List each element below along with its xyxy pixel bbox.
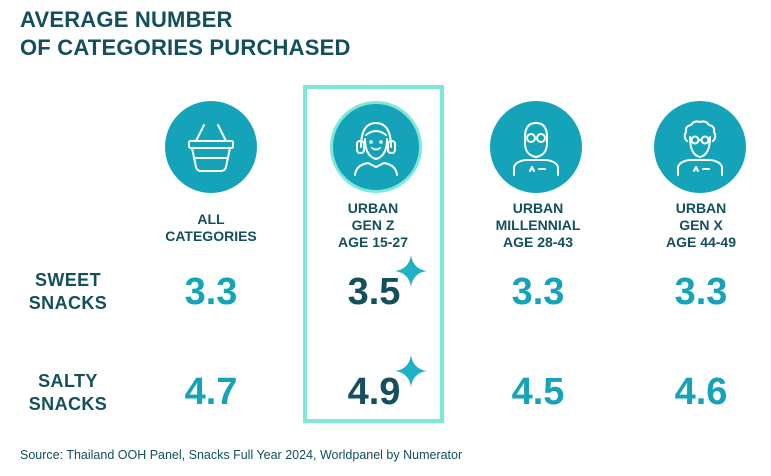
row-label-sweet-snacks: SWEET SNACKS (28, 270, 108, 313)
title-line-1: AVERAGE NUMBER (20, 7, 233, 32)
value-salty-gen-x: 4.6 (674, 371, 728, 413)
value-sweet-gen-x: 3.3 (674, 271, 728, 313)
value-sweet-millennial: 3.3 (511, 271, 565, 313)
column-label-gen-x: URBAN GEN X AGE 44-49 (665, 200, 737, 250)
title-line-2: OF CATEGORIES PURCHASED (20, 35, 351, 60)
value-sweet-gen-z: 3.5 (347, 271, 401, 313)
value-salty-all-categories: 4.7 (184, 371, 238, 413)
source-note: Source: Thailand OOH Panel, Snacks Full … (20, 448, 463, 462)
column-label-gen-z: URBAN GEN Z AGE 15-27 (337, 200, 409, 250)
column-label-millennial: URBAN MILLENNIAL AGE 28-43 (495, 200, 581, 250)
chart-title: AVERAGE NUMBER OF CATEGORIES PURCHASED (20, 6, 351, 62)
value-salty-millennial: 4.5 (511, 371, 565, 413)
sparkle-icon (395, 255, 427, 287)
basket-icon (165, 101, 257, 193)
headphones-person-icon (330, 101, 422, 193)
curly-hair-person-icon (654, 101, 746, 193)
sparkle-icon (395, 355, 427, 387)
glasses-person-icon (490, 101, 582, 193)
value-salty-gen-z: 4.9 (347, 371, 401, 413)
column-label-all-categories: ALL CATEGORIES (165, 211, 257, 244)
row-label-salty-snacks: SALTY SNACKS (28, 371, 108, 414)
value-sweet-all-categories: 3.3 (184, 271, 238, 313)
gen-z-highlight-frame (303, 85, 444, 423)
